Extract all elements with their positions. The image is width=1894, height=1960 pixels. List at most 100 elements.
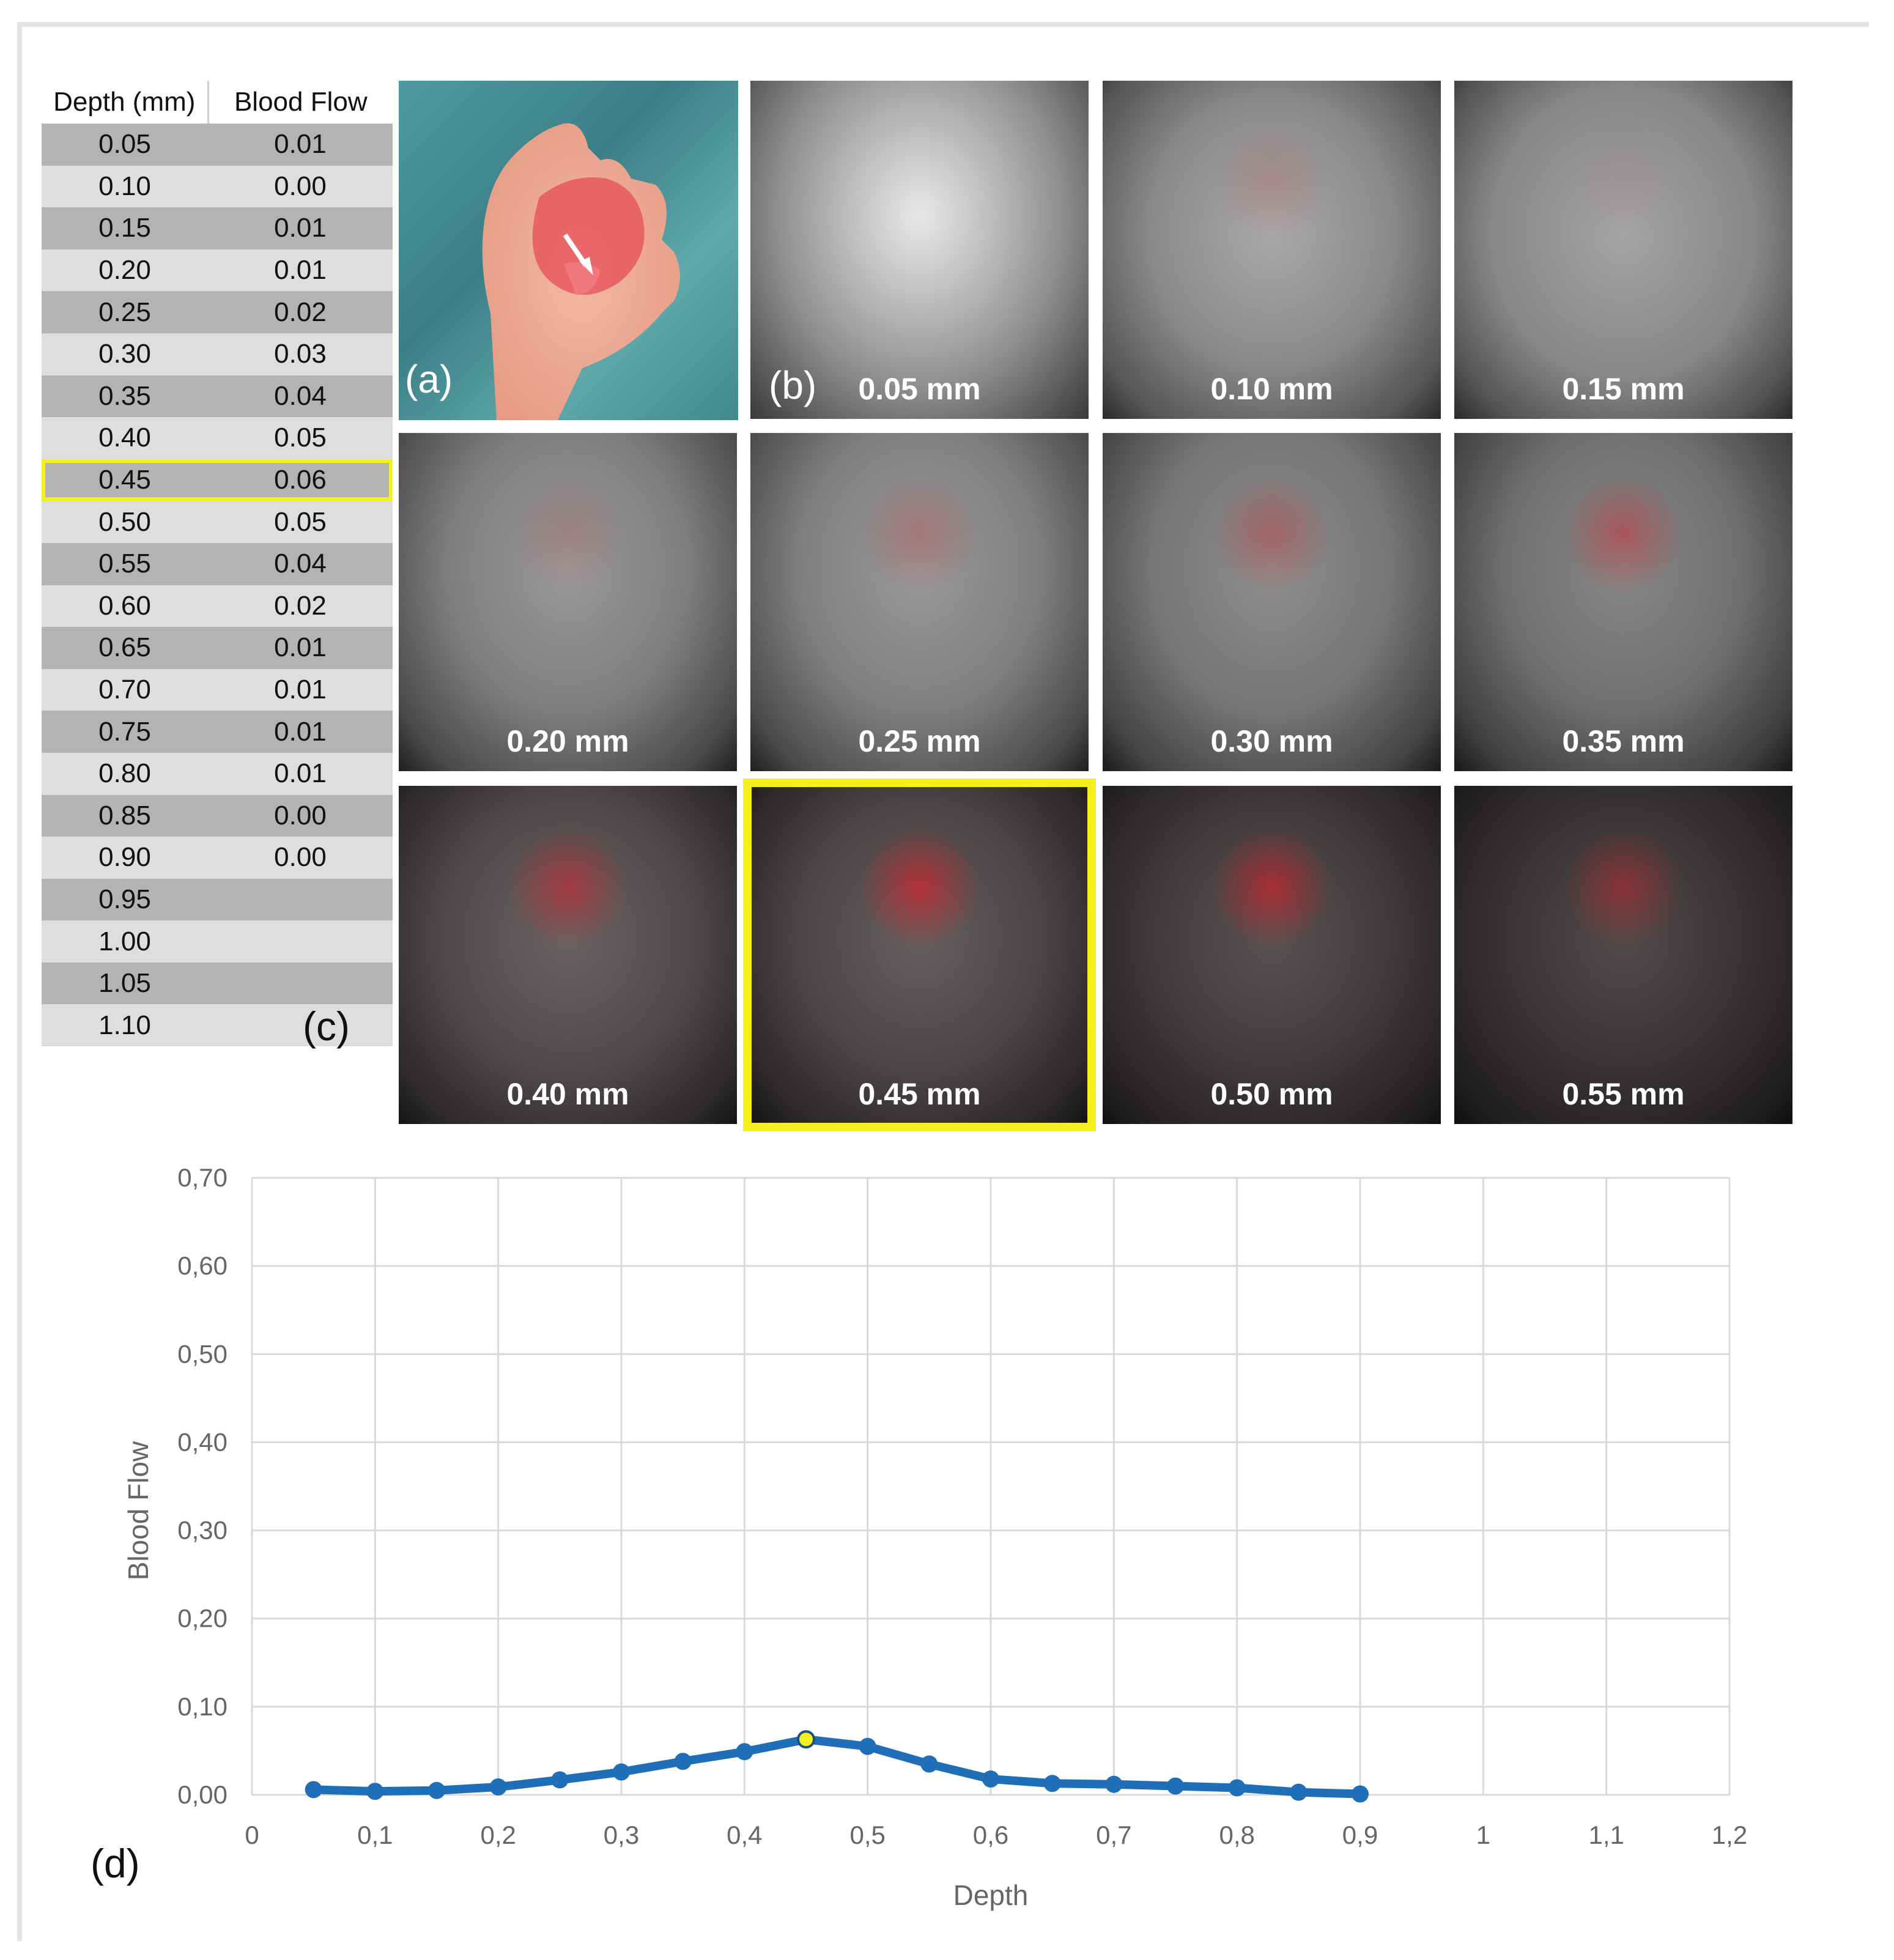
depth-cell: 1.05: [98, 968, 151, 999]
blood-flow-signal: [506, 826, 629, 949]
depth-caption: 0.05 mm: [858, 372, 981, 406]
microscopy-tile: 0.10 mm: [1103, 81, 1441, 419]
blood-flow-cell: 0.00: [274, 842, 327, 873]
depth-cell: 0.05: [98, 129, 151, 160]
depth-cell: 0.20: [98, 255, 151, 286]
header-blood-flow: Blood Flow: [234, 87, 368, 117]
table-row: 0.55 0.04: [42, 542, 393, 585]
table-row: 0.35 0.04: [42, 375, 393, 418]
table-row: 0.05 0.01: [42, 124, 393, 166]
depth-cell: 0.65: [98, 632, 151, 663]
depth-cell: 0.70: [98, 675, 151, 705]
table-row: 0.45 0.06: [42, 459, 393, 501]
blood-flow-cell: 0.01: [274, 213, 327, 243]
microscopy-tile: 0.50 mm: [1103, 786, 1441, 1124]
blood-flow-cell: 0.05: [274, 423, 327, 453]
blood-flow-signal: [1210, 121, 1333, 243]
depth-cell: 0.80: [98, 758, 151, 789]
blood-flow-signal: [1562, 826, 1685, 949]
depth-blood-flow-table: Depth (mm) Blood Flow 0.05 0.01 0.10 0.00 0.15…: [42, 81, 393, 1047]
table-row: 0.90 0.00: [42, 837, 393, 879]
blood-flow-cell: 0.04: [274, 549, 327, 579]
depth-cell: 0.75: [98, 716, 151, 747]
blood-flow-cell: 0.00: [274, 800, 327, 830]
depth-cell: 0.60: [98, 590, 151, 621]
microscopy-tile: 0.05 mm (b): [750, 81, 1089, 419]
microscopy-tile: 0.55 mm: [1454, 786, 1792, 1124]
depth-cell: 0.30: [98, 339, 151, 369]
microscopy-tile: 0.45 mm: [743, 778, 1096, 1131]
blood-flow-cell: 0.01: [274, 255, 327, 286]
depth-cell: 0.45: [98, 465, 151, 495]
panel-label-c: (c): [303, 1004, 350, 1049]
blood-flow-cell: 0.01: [274, 758, 327, 789]
table-row: 0.10 0.00: [42, 165, 393, 208]
blood-flow-cell: 0.01: [274, 716, 327, 747]
table-row: 0.50 0.05: [42, 501, 393, 543]
depth-cell: 0.10: [98, 171, 151, 201]
table-row: 0.25 0.02: [42, 291, 393, 333]
blood-flow-cell: 0.06: [274, 465, 327, 495]
depth-cell: 0.40: [98, 423, 151, 453]
blood-flow-signal: [1210, 473, 1333, 596]
table-row: 0.30 0.03: [42, 333, 393, 375]
depth-cell: 0.15: [98, 213, 151, 243]
table-row: 0.20 0.01: [42, 249, 393, 292]
blood-flow-cell: 0.02: [274, 297, 327, 327]
blood-flow-signal: [1562, 121, 1685, 243]
panel-label-a: (a): [405, 357, 453, 401]
blood-flow-cell: 0.01: [274, 129, 327, 160]
depth-caption: 0.50 mm: [1210, 1077, 1333, 1111]
depth-caption: 0.30 mm: [1210, 724, 1333, 758]
blood-flow-signal: [1562, 473, 1685, 596]
blood-flow-cell: 0.00: [274, 171, 327, 201]
depth-cell: 0.55: [98, 549, 151, 579]
table-row: 0.95: [42, 878, 393, 921]
burn-wound: [532, 177, 645, 295]
blood-flow-cell: 0.04: [274, 380, 327, 411]
depth-caption: 0.25 mm: [858, 724, 981, 758]
table-row: 0.70 0.01: [42, 668, 393, 711]
panel-label-b: (b): [769, 363, 817, 407]
blood-flow-signal: [1210, 826, 1333, 949]
blood-flow-signal: [858, 826, 981, 949]
header-depth: Depth (mm): [42, 81, 209, 124]
table-row: 1.00: [42, 920, 393, 963]
blood-flow-signal: [858, 473, 981, 596]
blood-flow-signal: [506, 473, 629, 596]
depth-cell: 0.95: [98, 884, 151, 914]
hand-photo: (a): [399, 81, 738, 420]
table-header: Depth (mm) Blood Flow: [42, 81, 393, 124]
depth-cell: 0.50: [98, 506, 151, 537]
depth-caption: 0.45 mm: [858, 1077, 981, 1111]
table-row: 1.10: [42, 1004, 393, 1047]
hand-illustration: [482, 123, 680, 420]
depth-cell: 1.10: [98, 1010, 151, 1040]
arrow-head-icon: [580, 257, 593, 275]
microscopy-tile: 0.20 mm: [399, 433, 737, 771]
blood-flow-cell: 0.03: [274, 339, 327, 369]
microscopy-tile: 0.15 mm: [1454, 81, 1792, 419]
microscopy-tile: 0.25 mm: [750, 433, 1089, 771]
blood-flow-cell: 0.01: [274, 632, 327, 663]
microscopy-tile: 0.30 mm: [1103, 433, 1441, 771]
table-row: 0.75 0.01: [42, 711, 393, 753]
depth-caption: 0.40 mm: [506, 1077, 629, 1111]
depth-caption: 0.10 mm: [1210, 372, 1333, 406]
table-row: 0.85 0.00: [42, 794, 393, 837]
table-row: 0.15 0.01: [42, 207, 393, 250]
depth-caption: 0.55 mm: [1562, 1077, 1685, 1111]
table-row: 0.80 0.01: [42, 752, 393, 795]
blood-flow-cell: 0.05: [274, 506, 327, 537]
table-row: 1.05: [42, 962, 393, 1005]
figure-frame: [17, 22, 1869, 1941]
depth-cell: 0.90: [98, 842, 151, 873]
table-row: 0.65 0.01: [42, 627, 393, 669]
blood-flow-cell: 0.02: [274, 590, 327, 621]
table-row: 0.60 0.02: [42, 585, 393, 627]
depth-cell: 1.00: [98, 926, 151, 956]
depth-caption: 0.20 mm: [506, 724, 629, 758]
table-row: 0.40 0.05: [42, 417, 393, 459]
depth-caption: 0.35 mm: [1562, 724, 1685, 758]
blood-flow-cell: 0.01: [274, 675, 327, 705]
